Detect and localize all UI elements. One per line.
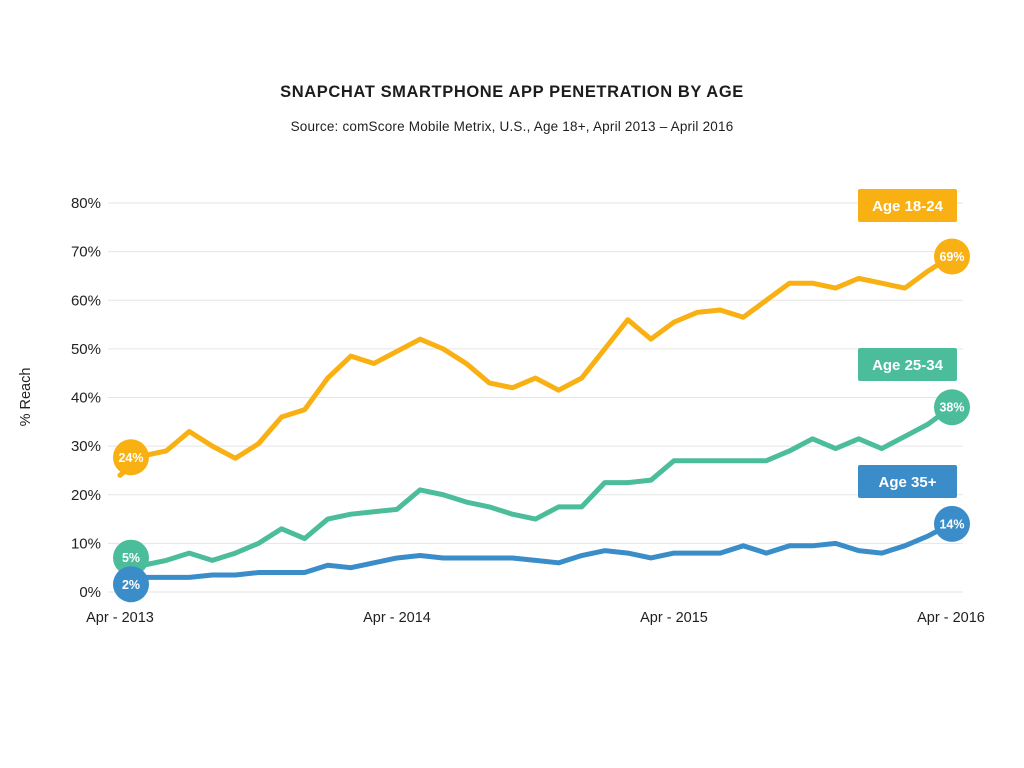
y-tick-label-80: 80%	[71, 195, 101, 212]
end-badge-label-age-18-24: 69%	[939, 250, 964, 264]
legend-age-25-34	[858, 348, 957, 381]
y-axis-title: % Reach	[18, 368, 34, 427]
legend-label-age-18-24: Age 18-24	[872, 198, 944, 215]
chart-title: SNAPCHAT SMARTPHONE APP PENETRATION BY A…	[280, 83, 744, 101]
legend-label-age-35: Age 35+	[879, 474, 937, 491]
chart-subtitle: Source: comScore Mobile Metrix, U.S., Ag…	[290, 119, 734, 134]
x-tick-label-apr-2014: Apr - 2014	[363, 610, 431, 626]
y-tick-label-30: 30%	[71, 438, 101, 455]
start-badge-label-age-18-24: 24%	[118, 451, 143, 465]
start-badge-age-25-34	[113, 539, 149, 576]
y-tick-label-60: 60%	[71, 292, 101, 309]
start-badge-label-age-35: 2%	[122, 578, 140, 592]
series-line-age-35	[117, 521, 954, 585]
series-line-age-18-24	[117, 253, 954, 478]
y-tick-label-10: 10%	[71, 535, 101, 552]
legend-label-age-25-34: Age 25-34	[872, 357, 944, 374]
y-tick-label-50: 50%	[71, 341, 101, 358]
x-tick-label-apr-2013: Apr - 2013	[86, 610, 154, 626]
y-tick-label-0: 0%	[79, 584, 101, 601]
legend-age-18-24	[858, 189, 957, 222]
end-badge-age-35	[934, 505, 970, 542]
x-tick-label-apr-2016: Apr - 2016	[917, 610, 985, 626]
start-badge-age-18-24	[113, 439, 149, 476]
end-badge-label-age-35: 14%	[939, 517, 964, 531]
legend-age-35	[858, 465, 957, 498]
start-badge-age-35	[113, 566, 149, 603]
y-tick-label-70: 70%	[71, 244, 101, 261]
end-badge-label-age-25-34: 38%	[939, 401, 964, 415]
series-line-age-25-34	[117, 404, 954, 571]
end-badge-age-25-34	[934, 389, 970, 426]
start-badge-label-age-25-34: 5%	[122, 551, 140, 565]
x-tick-label-apr-2015: Apr - 2015	[640, 610, 708, 626]
end-badge-age-18-24	[934, 238, 970, 275]
y-tick-label-40: 40%	[71, 390, 101, 407]
y-tick-label-20: 20%	[71, 487, 101, 504]
